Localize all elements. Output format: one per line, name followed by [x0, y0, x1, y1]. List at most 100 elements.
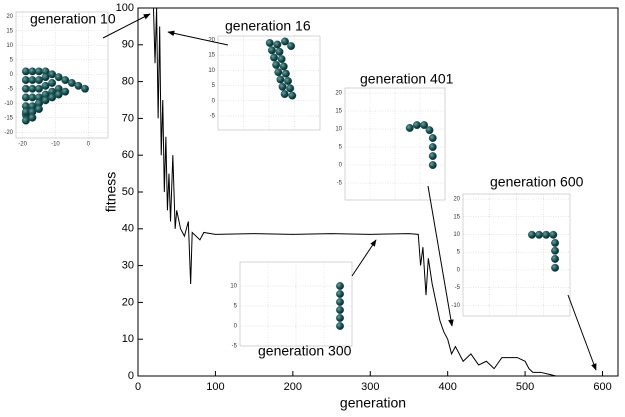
- y-tick-label: 30: [122, 260, 134, 272]
- y-tick-label: 5: [234, 304, 238, 310]
- arrow: [102, 13, 151, 39]
- ball: [551, 254, 560, 263]
- x-tick-label: 0: [135, 381, 141, 393]
- ball: [549, 230, 558, 239]
- y-tick-label: 5: [339, 145, 343, 151]
- y-tick-label: 5: [10, 57, 14, 63]
- inset: 20 15 10 5 0 -5 -10 -15 -20 -20 -10 0 generation 10: [4, 10, 116, 150]
- y-tick-label: -5: [455, 285, 461, 291]
- ball: [336, 314, 344, 322]
- ball: [61, 76, 70, 85]
- x-tick-label: 200: [284, 381, 302, 393]
- ball: [28, 113, 37, 122]
- ball: [21, 116, 30, 125]
- y-tick-label: 15: [208, 53, 215, 59]
- ball: [41, 96, 50, 105]
- ball: [420, 121, 429, 130]
- y-tick-label: -5: [210, 114, 216, 120]
- y-tick-label: 80: [122, 76, 134, 88]
- ball: [61, 87, 70, 96]
- ball: [74, 81, 83, 90]
- ball: [35, 76, 43, 85]
- ball: [48, 70, 57, 79]
- y-axis-label: fitness: [103, 172, 119, 212]
- ball: [551, 238, 560, 247]
- ball: [336, 322, 344, 330]
- y-tick-label: -5: [232, 344, 238, 350]
- ball: [281, 37, 289, 46]
- inset: 20 15 10 5 0 -5 generation 401: [333, 71, 454, 202]
- ball: [405, 124, 414, 132]
- inset-title: generation 300: [258, 343, 352, 359]
- y-tick-label: 10: [208, 68, 215, 74]
- ball: [412, 121, 421, 130]
- main-plot: 0 100 200 300 400 500 600010203040506070809010…: [103, 2, 619, 411]
- ball: [551, 246, 560, 255]
- ball: [274, 68, 283, 77]
- y-tick-label: 0: [339, 163, 343, 169]
- ball: [428, 143, 437, 152]
- ball: [336, 298, 344, 306]
- ball: [41, 73, 50, 82]
- inset: 10 5 0 -5 generation 300: [228, 260, 354, 359]
- ball: [81, 84, 89, 93]
- ball: [276, 75, 285, 84]
- ball: [542, 230, 551, 239]
- arrow: [567, 294, 597, 371]
- x-tick-label: 500: [516, 381, 534, 393]
- ball: [35, 84, 43, 93]
- ball: [273, 40, 282, 49]
- y-tick-label: 0: [10, 72, 14, 78]
- ball: [286, 84, 295, 93]
- y-tick-label: -5: [8, 86, 14, 92]
- inset-background: [228, 260, 354, 348]
- y-tick-label: 60: [122, 149, 134, 161]
- y-tick-label: -10: [4, 101, 13, 107]
- y-tick-label: -15: [4, 115, 13, 121]
- inset-title: generation 401: [360, 71, 454, 87]
- ball: [275, 47, 284, 56]
- x-tick-label: 300: [361, 381, 379, 393]
- ball: [425, 126, 434, 135]
- ball: [336, 282, 344, 290]
- y-tick-label: 0: [212, 98, 216, 104]
- y-tick-label: 20: [208, 38, 215, 44]
- ball: [428, 152, 437, 161]
- ball: [48, 93, 57, 102]
- y-tick-label: 20: [122, 296, 134, 308]
- ball: [287, 42, 296, 50]
- x-tick-label: 400: [438, 381, 456, 393]
- y-tick-label: 40: [122, 223, 134, 235]
- ball: [270, 53, 278, 62]
- inset-background: [333, 86, 447, 202]
- y-tick-label: 50: [122, 186, 134, 198]
- ball: [48, 79, 57, 87]
- ball: [277, 55, 286, 64]
- ball: [535, 230, 544, 239]
- y-tick-label: -20: [4, 130, 13, 136]
- ball: [41, 81, 50, 90]
- ball: [54, 90, 63, 99]
- inset-title: generation 10: [30, 11, 116, 27]
- x-tick-label: 100: [206, 381, 224, 393]
- ball: [272, 60, 281, 69]
- ball: [67, 79, 76, 87]
- x-tick-label: -20: [18, 142, 27, 148]
- x-tick-label: 0: [87, 142, 91, 148]
- ball: [336, 290, 344, 298]
- ball: [284, 77, 292, 85]
- ball: [54, 73, 63, 82]
- inset-frame: [15, 11, 109, 139]
- y-tick-label: 10: [6, 43, 13, 49]
- arrow: [167, 30, 229, 46]
- inset-title: generation 600: [490, 174, 584, 190]
- x-axis-label: generation: [340, 395, 406, 411]
- y-tick-label: 10: [122, 333, 134, 345]
- ball: [267, 46, 276, 55]
- y-tick-label: 90: [122, 39, 134, 51]
- ball: [528, 230, 536, 239]
- y-tick-label: 20: [6, 14, 13, 20]
- ball: [279, 62, 288, 71]
